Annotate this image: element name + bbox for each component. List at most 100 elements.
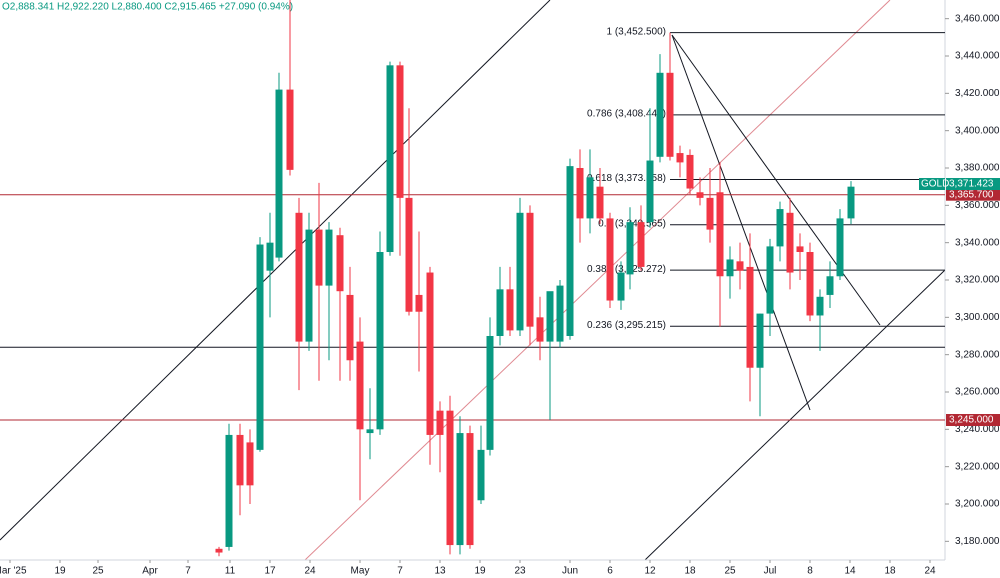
candle-body xyxy=(756,313,764,368)
x-tick-label: 25 xyxy=(92,566,104,577)
candle-body xyxy=(346,294,354,361)
candle-body xyxy=(596,186,604,219)
y-tick-label: 3,280.000 xyxy=(955,349,1000,360)
x-tick-label: 14 xyxy=(844,566,856,577)
candle-body xyxy=(746,266,754,368)
candle-body xyxy=(236,434,244,486)
price-tag-label: 3,371.423 xyxy=(949,179,994,190)
candle-body xyxy=(376,252,384,430)
candle-body xyxy=(576,168,584,219)
trend-line xyxy=(671,34,881,326)
candle-body xyxy=(256,244,264,450)
x-tick-label: 7 xyxy=(397,566,403,577)
x-tick-label: 8 xyxy=(807,566,813,577)
candle-body xyxy=(516,212,524,331)
symbol-tag xyxy=(919,178,945,191)
price-tag-label: 3,365.700 xyxy=(949,189,994,200)
x-tick-label: 6 xyxy=(607,566,613,577)
candle-body xyxy=(706,197,714,230)
fib-label: 0.236 (3,295.215) xyxy=(587,320,666,331)
x-tick-label: 23 xyxy=(514,566,526,577)
candle-body xyxy=(325,229,333,286)
candle-body xyxy=(847,186,855,219)
candle-body xyxy=(215,548,223,553)
candle-body xyxy=(366,429,374,434)
candle-body xyxy=(816,296,824,316)
candle-body xyxy=(446,410,454,546)
x-tick-label: 18 xyxy=(884,566,896,577)
candle-body xyxy=(637,222,645,267)
price-tag xyxy=(946,188,1000,201)
candle-body xyxy=(305,229,313,342)
y-tick-label: 3,180.000 xyxy=(955,536,1000,547)
x-tick-label: 18 xyxy=(684,566,696,577)
x-tick-label: 19 xyxy=(54,566,66,577)
y-tick-label: 3,260.000 xyxy=(955,387,1000,398)
price-tag xyxy=(946,178,1000,191)
candle-body xyxy=(246,442,254,486)
x-tick-label: 17 xyxy=(264,566,276,577)
candle-body xyxy=(266,242,274,271)
candle-body xyxy=(315,229,323,286)
candle-body xyxy=(666,72,674,157)
candle-body xyxy=(275,89,283,258)
trend-line xyxy=(644,269,946,561)
symbol-label: GOLD xyxy=(921,179,949,190)
candle-body xyxy=(295,212,303,342)
candle-body xyxy=(456,433,464,546)
y-tick-label: 3,440.000 xyxy=(955,51,1000,62)
y-tick-label: 3,420.000 xyxy=(955,88,1000,99)
y-tick-label: 3,460.000 xyxy=(955,13,1000,24)
candle-body xyxy=(586,177,594,219)
candle-body xyxy=(786,212,794,273)
candle-body xyxy=(486,336,494,450)
x-tick-label: 19 xyxy=(474,566,486,577)
candle-body xyxy=(415,294,423,312)
x-tick-label: 24 xyxy=(924,566,936,577)
candle-body xyxy=(396,65,404,198)
x-tick-label: May xyxy=(351,566,370,577)
candle-body xyxy=(736,261,744,271)
candle-body xyxy=(336,235,344,292)
candle-body xyxy=(225,434,233,547)
drawings xyxy=(0,0,946,561)
candle-body xyxy=(806,252,814,316)
x-tick-label: Jun xyxy=(562,566,578,577)
x-tick-label: 24 xyxy=(304,566,316,577)
x-tick-label: 25 xyxy=(724,566,736,577)
x-tick-label: Apr xyxy=(142,566,158,577)
candle-body xyxy=(536,317,544,342)
candle-body xyxy=(696,192,704,198)
x-tick-label: Mar '25 xyxy=(0,566,27,577)
candle-body xyxy=(506,289,514,331)
candle-body xyxy=(836,218,844,277)
candle-body xyxy=(676,153,684,163)
y-tick-label: 3,220.000 xyxy=(955,461,1000,472)
candle-body xyxy=(477,449,485,501)
y-tick-label: 3,300.000 xyxy=(955,312,1000,323)
candle-body xyxy=(566,166,574,336)
candle-body xyxy=(686,154,694,189)
candle-body xyxy=(796,246,804,252)
candle-body xyxy=(436,410,444,435)
fib-label: 0.618 (3,373.858) xyxy=(587,173,666,184)
candle-body xyxy=(526,212,534,327)
y-tick-label: 3,400.000 xyxy=(955,125,1000,136)
x-tick-label: 13 xyxy=(434,566,446,577)
x-tick-label: 12 xyxy=(644,566,656,577)
candle-body xyxy=(776,209,784,247)
candle-body xyxy=(766,246,774,314)
candle-body xyxy=(386,65,394,252)
x-tick-label: Jul xyxy=(764,566,777,577)
y-tick-label: 3,320.000 xyxy=(955,275,1000,286)
candle-body xyxy=(646,160,654,223)
fib-label: 0.786 (3,408.443) xyxy=(587,109,666,120)
candle-body xyxy=(826,276,834,295)
candle-body xyxy=(716,192,724,277)
fib-label: 1 (3,452.500) xyxy=(607,26,667,37)
candle-body xyxy=(626,222,634,275)
trend-line xyxy=(304,0,891,561)
x-tick-label: 11 xyxy=(225,566,236,577)
